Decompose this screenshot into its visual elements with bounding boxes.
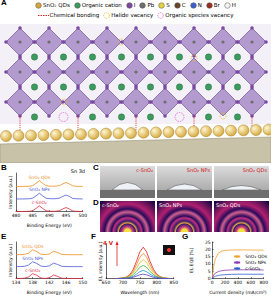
svg-text:15: 15 — [205, 254, 211, 259]
html-text:Br: Br — [213, 2, 220, 8]
html-text:N: N — [197, 2, 202, 8]
svg-text:485: 485 — [28, 213, 37, 218]
svg-text:25: 25 — [205, 240, 211, 245]
html-text:C: C — [93, 163, 99, 172]
html-text:Pb: Pb — [147, 2, 155, 8]
svg-text:200: 200 — [221, 280, 230, 285]
svg-text:SnO₂ NPs: SnO₂ NPs — [22, 256, 43, 261]
svg-text:c-SnO₂: c-SnO₂ — [25, 268, 40, 273]
svg-text:138: 138 — [28, 280, 37, 285]
svg-text:EL EQE (%): EL EQE (%) — [189, 247, 194, 272]
svg-text:SnO₂ NPs: SnO₂ NPs — [29, 187, 50, 192]
html-text:F: F — [91, 232, 96, 241]
html-text:I: I — [133, 2, 136, 8]
svg-text:0: 0 — [211, 280, 214, 285]
svg-text:5: 5 — [208, 269, 211, 274]
svg-text:Binding Energy (eV): Binding Energy (eV) — [27, 290, 72, 295]
svg-text:600: 600 — [247, 280, 256, 285]
html-text:B: B — [1, 163, 7, 172]
svg-text:850: 850 — [169, 280, 178, 285]
html-text:Halide vacancy: Halide vacancy — [111, 12, 154, 18]
svg-text:150: 150 — [78, 280, 87, 285]
svg-text:400: 400 — [234, 280, 243, 285]
svg-text:SnO₂ QDs: SnO₂ QDs — [28, 175, 50, 180]
svg-text:EL intensity (a.u.): EL intensity (a.u.) — [98, 241, 103, 281]
svg-text:480: 480 — [12, 213, 21, 218]
svg-text:134: 134 — [12, 280, 21, 285]
svg-text:700: 700 — [119, 280, 128, 285]
svg-text:500: 500 — [78, 213, 87, 218]
svg-text:800: 800 — [259, 280, 268, 285]
html-text:D c-SnO₂: D c-SnO₂ — [93, 198, 119, 208]
html-text:C: C — [181, 2, 186, 8]
svg-text:Sn 3d: Sn 3d — [71, 168, 85, 174]
html-text:Chemical bonding: Chemical bonding — [49, 12, 100, 18]
svg-text:4 V: 4 V — [103, 240, 114, 246]
svg-text:490: 490 — [45, 213, 54, 218]
svg-text:0: 0 — [207, 276, 211, 282]
svg-text:800: 800 — [152, 280, 161, 285]
svg-text:Current density (mA/cm²): Current density (mA/cm²) — [209, 290, 267, 295]
html-text:H: H — [231, 2, 236, 8]
svg-text:650: 650 — [102, 280, 111, 285]
svg-text:495: 495 — [62, 213, 71, 218]
html-text:Organic cation: Organic cation — [81, 2, 122, 8]
svg-text:Wavelength (nm): Wavelength (nm) — [120, 290, 159, 295]
html-text:SnO₂ NPs: SnO₂ NPs — [159, 202, 183, 208]
html-text:SnO₂ QDs: SnO₂ QDs — [242, 167, 267, 173]
svg-text:Intensity (a.u.): Intensity (a.u.) — [8, 244, 13, 277]
svg-text:SnO₂ QDs: SnO₂ QDs — [245, 254, 267, 259]
svg-text:c-SnO₂: c-SnO₂ — [245, 266, 260, 271]
svg-text:750: 750 — [136, 280, 145, 285]
svg-text:SnO₂ NPs: SnO₂ NPs — [245, 260, 266, 265]
html-text:SnO₂ QDs: SnO₂ QDs — [43, 2, 70, 8]
svg-text:142: 142 — [45, 280, 54, 285]
html-text:G: G — [182, 232, 189, 241]
html-text:c-SnO₂: c-SnO₂ — [136, 167, 153, 173]
svg-text:Intensity (a.u.): Intensity (a.u.) — [8, 176, 13, 209]
html-text:SnO₂ NPs: SnO₂ NPs — [186, 167, 210, 173]
svg-text:SnO₂ QDs: SnO₂ QDs — [22, 244, 44, 249]
svg-text:Binding Energy (eV): Binding Energy (eV) — [27, 223, 72, 228]
html-text:SnO₂ QDs: SnO₂ QDs — [216, 202, 241, 208]
svg-text:10: 10 — [205, 261, 211, 266]
svg-text:c-SnO₂: c-SnO₂ — [32, 200, 47, 205]
svg-text:20: 20 — [205, 247, 211, 252]
html-text:E: E — [1, 232, 7, 241]
svg-text:146: 146 — [62, 280, 71, 285]
html-text:S: S — [166, 2, 170, 8]
html-text:Organic species vacancy: Organic species vacancy — [165, 12, 234, 18]
